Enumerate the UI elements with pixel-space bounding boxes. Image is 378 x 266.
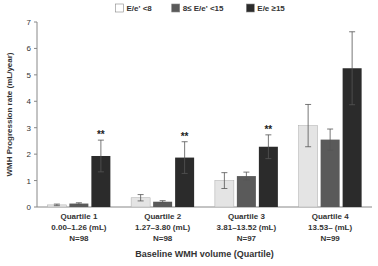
error-line [100,140,101,172]
error-cap [54,205,60,206]
legend-swatch [246,4,254,12]
error-cap [54,204,60,205]
error-bar [305,104,311,146]
label-line: 0.00–1.26 (mL) [51,223,106,232]
error-bar [54,204,60,206]
x-tick-label: Quartile 4 13.53– (mL) N=99 [308,212,352,243]
legend-swatch [116,4,124,12]
y-tick-label: 3 [27,124,32,133]
label-line: 13.53– (mL) [308,223,352,232]
error-cap [243,180,249,181]
error-cap [138,200,144,201]
y-tick [34,74,37,75]
error-cap [221,172,227,173]
y-tick [34,154,37,155]
error-bar [327,129,333,150]
y-tick-label: 5 [27,71,32,80]
bar [237,176,256,207]
bar [153,202,172,207]
error-cap [265,158,271,159]
label-line: N=98 [153,234,173,243]
chart: 0 1 2 3 4 5 6 7 WMH Progression rate (mL/year) **… [0,0,378,266]
error-line [330,129,331,150]
error-cap [305,146,311,147]
y-tick-label: 6 [27,44,32,53]
error-cap [160,200,166,201]
annotation: ** [97,129,105,140]
error-bar [221,173,227,189]
y-tick-label: 1 [27,177,32,186]
error-cap [327,129,333,130]
x-tick-label: Quartile 1 0.00–1.26 (mL) N=98 [51,212,106,243]
bars [47,32,361,207]
legend-label: E/e ≥15 [257,4,285,13]
legend-label: E/e' <8 [127,4,153,13]
label-line: Quartile 4 [312,212,349,221]
error-line [352,32,353,105]
error-cap [182,173,188,174]
error-cap [76,204,82,205]
label-line: 3.81–13.52 (mL) [217,223,277,232]
error-cap [349,104,355,105]
error-cap [160,202,166,203]
y-axis-label: WMH Progression rate (mL/year) [5,52,14,176]
label-line: N=98 [69,234,89,243]
bar [47,205,66,207]
label-line: N=99 [320,234,340,243]
error-line [184,142,185,174]
bar [69,204,88,207]
error-bar [265,135,271,159]
error-cap [138,194,144,195]
legend: E/e' <8 8≤ E/e' <15 E/e ≥15 [116,4,286,13]
x-axis-label: Baseline WMH volume (Quartile) [135,249,274,259]
x-tick-label: Quartile 2 1.27–3.80 (mL) N=98 [135,212,190,243]
error-bar [182,142,188,174]
error-cap [221,188,227,189]
label-line: Quartile 3 [228,212,265,221]
error-line [140,195,141,201]
y-tick [34,180,37,181]
error-cap [327,150,333,151]
error-line [268,135,269,159]
label-line: 1.27–3.80 (mL) [135,223,190,232]
y-tick [34,207,37,208]
error-cap [243,172,249,173]
y-tick-label: 2 [27,150,32,159]
legend-swatch [172,4,180,12]
y-tick [34,127,37,128]
error-bar [98,140,104,172]
x-tick-label: Quartile 3 3.81–13.52 (mL) N=97 [217,212,277,243]
y-tick-label: 7 [27,18,32,27]
legend-label: 8≤ E/e' <15 [183,4,224,13]
error-bar [243,172,249,180]
error-cap [349,31,355,32]
error-cap [98,171,104,172]
label-line: N=97 [237,234,257,243]
y-axis [37,22,38,207]
error-bar [349,32,355,105]
error-line [308,104,309,146]
error-cap [305,104,311,105]
y-tick-label: 4 [27,97,32,106]
annotation: ** [264,124,272,135]
annotation: ** [181,131,189,142]
y-tick [34,22,37,23]
error-line [246,172,247,180]
error-bar [138,195,144,201]
y-tick [34,101,37,102]
error-bar [76,203,82,205]
y-tick-label: 0 [27,203,32,212]
error-cap [76,202,82,203]
error-line [224,173,225,189]
y-tick [34,48,37,49]
label-line: Quartile 2 [144,212,181,221]
label-line: Quartile 1 [60,212,97,221]
error-bar [160,201,166,203]
